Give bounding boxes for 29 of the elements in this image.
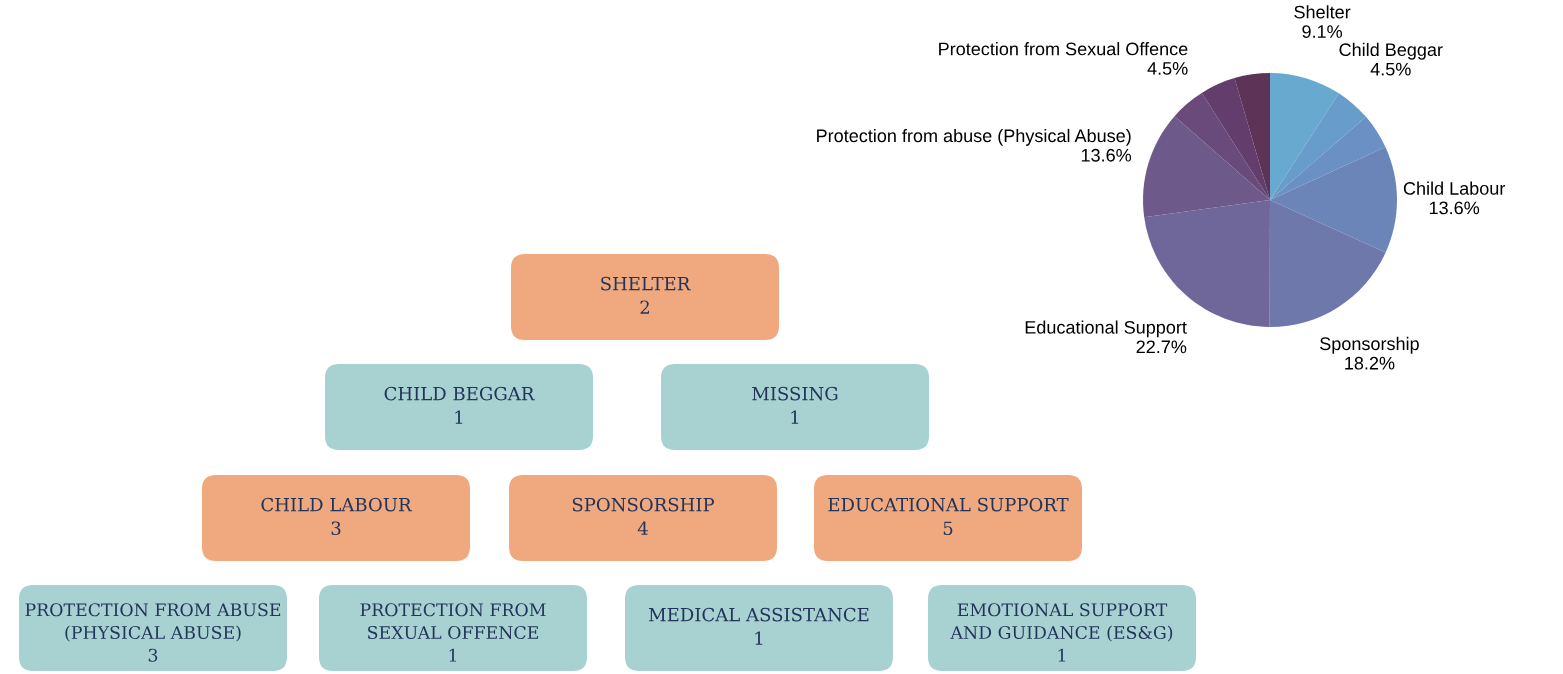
text: MISSING 1 <box>752 386 838 424</box>
slice-label: Protection from abuse (Physical Abuse) <box>817 128 1131 146</box>
pie-slice <box>1201 78 1270 200</box>
pie-slice <box>1143 116 1270 218</box>
slice-label: Protection from Sexual Offence <box>939 42 1188 56</box>
text: CHILD LABOUR 3 <box>261 497 413 536</box>
data-label: 18.2% <box>1345 356 1395 370</box>
data-label: 13.6% <box>1429 201 1480 215</box>
data-label: 13.6% <box>1081 148 1132 162</box>
text: EMOTIONAL SUPPORT AND GUIDANCE (ES&G) 1 <box>950 603 1173 662</box>
pie-slice <box>1269 200 1386 327</box>
pie-slice <box>1234 73 1270 200</box>
pie-slice <box>1174 92 1270 200</box>
data-label: 4.5% <box>1147 62 1188 75</box>
slice-label: Educational Support <box>1025 320 1187 338</box>
slice-label: Child Labour <box>1403 181 1506 195</box>
text: CHILD BEGGAR 1 <box>384 386 535 424</box>
data-label: 22.7% <box>1136 340 1187 354</box>
slice-label: Sponsorship <box>1320 336 1419 354</box>
text: MEDICAL ASSISTANCE 1 <box>649 607 869 645</box>
slice-label: Child Beggar <box>1339 42 1443 60</box>
text: EDUCATIONAL SUPPORT 5 <box>828 497 1069 536</box>
text: SHELTER 2 <box>601 276 691 314</box>
slice-label: Shelter <box>1294 5 1351 19</box>
text: PROTECTION FROM ABUSE (PHYSICAL ABUSE) 3 <box>25 603 281 662</box>
text: SPONSORSHIP 4 <box>572 497 714 535</box>
data-label: 9.1% <box>1302 25 1343 38</box>
text: PROTECTION FROM SEXUAL OFFENCE 1 <box>360 603 546 662</box>
data-label: 4.5% <box>1370 62 1411 76</box>
